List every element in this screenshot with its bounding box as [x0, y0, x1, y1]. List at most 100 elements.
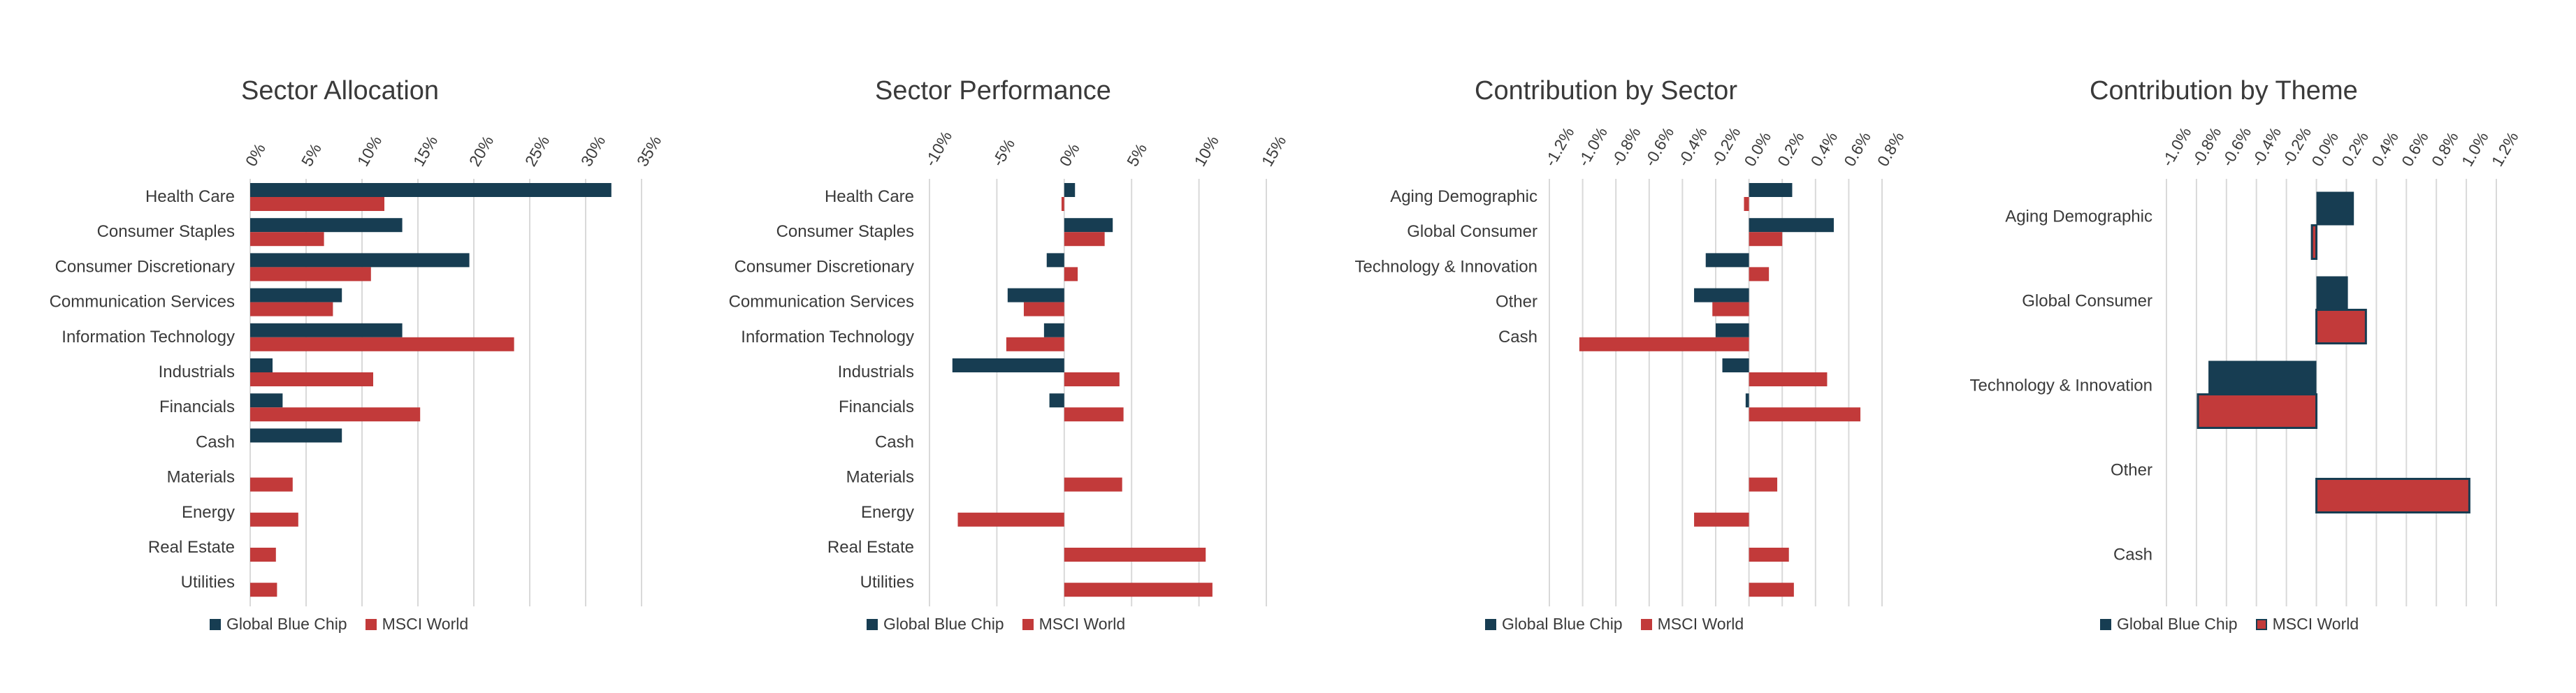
chart-panel-3: Contribution by Theme -1.0%-0.8%-0.6%-0.4… — [1969, 76, 2522, 606]
category-label: Aging Demographic — [2005, 207, 2152, 226]
bar-msci-world — [1749, 548, 1789, 562]
category-label: Consumer Staples — [776, 222, 914, 241]
category-label: Communication Services — [50, 293, 235, 312]
bar-msci-world — [1064, 372, 1120, 386]
bar-global-blue-chip — [1694, 288, 1749, 302]
tick-label: 0% — [242, 140, 269, 170]
tick-label: 25% — [521, 133, 553, 170]
legend-swatch-series1 — [867, 618, 878, 630]
category-label: Materials — [846, 468, 914, 487]
category-label: Other — [2111, 460, 2152, 479]
bar-msci-world — [250, 407, 421, 422]
legend-swatch-series2 — [2255, 618, 2267, 630]
category-label: Information Technology — [61, 328, 235, 346]
category-label: Health Care — [145, 187, 235, 206]
tick-label: 35% — [633, 133, 665, 170]
category-label: Utilities — [860, 573, 914, 592]
bar-msci-world — [250, 197, 384, 211]
category-label: Energy — [182, 503, 235, 522]
bar-msci-world — [1064, 583, 1213, 597]
bar-msci-world — [1749, 267, 1770, 282]
chart-panel-2: Contribution by Sector-1.2%-1.0%-0.8%-0.… — [1354, 76, 1908, 606]
legend-item-series1: Global Blue Chip — [867, 615, 1004, 634]
bar-global-blue-chip — [250, 428, 342, 443]
legend-item-series1: Global Blue Chip — [1485, 615, 1623, 634]
legend-sector-performance: Global Blue Chip MSCI World — [867, 615, 1125, 634]
bar-msci-world — [2310, 224, 2318, 260]
bar-global-blue-chip — [250, 218, 403, 233]
bar-global-blue-chip — [250, 288, 342, 302]
category-label: Technology & Innovation — [1354, 257, 1537, 276]
bar-msci-world — [1749, 372, 1828, 386]
tick-label: 0.6% — [2398, 129, 2432, 169]
bar-msci-world — [1023, 302, 1064, 316]
bar-global-blue-chip — [2316, 276, 2348, 310]
chart-panel-1: Sector Performance -10% -5% 0% 5% 10% 15% Healt… — [729, 76, 1289, 606]
tick-label: -1.0% — [1574, 124, 1611, 169]
bar-global-blue-chip — [1749, 183, 1793, 197]
legend-contribution-by-theme: Global Blue Chip MSCI World — [2100, 615, 2359, 634]
legend-item-series1: Global Blue Chip — [2100, 615, 2238, 634]
legend-label-series2: MSCI World — [1657, 615, 1744, 633]
legend-swatch-series2 — [1640, 618, 1652, 630]
bar-msci-world — [1064, 232, 1105, 247]
bar-msci-world — [2315, 309, 2367, 344]
category-label: Energy — [861, 503, 914, 522]
category-label: Cash — [1498, 328, 1537, 346]
tick-label: 0.4% — [2368, 129, 2402, 169]
tick-label: 20% — [465, 133, 498, 170]
chart-title: Sector Performance — [875, 76, 1111, 105]
bar-msci-world — [1749, 477, 1778, 492]
tick-label: 0.8% — [2428, 129, 2462, 169]
tick-label: -0.8% — [1607, 124, 1644, 169]
category-label: Global Consumer — [2022, 291, 2152, 310]
tick-label: 15% — [410, 133, 442, 170]
bar-global-blue-chip — [1049, 393, 1064, 408]
bar-global-blue-chip — [250, 253, 470, 268]
tick-label: 30% — [577, 133, 609, 170]
bar-global-blue-chip — [1064, 218, 1113, 233]
category-label: Aging Demographic — [1390, 187, 1537, 206]
legend-contribution-by-sector: Global Blue Chip MSCI World — [1485, 615, 1744, 634]
tick-label: -0.6% — [2218, 124, 2255, 169]
bar-global-blue-chip — [952, 358, 1064, 372]
chart-title: Sector Allocation — [241, 76, 439, 105]
legend-item-series2: MSCI World — [1022, 615, 1125, 634]
category-label: Other — [1496, 293, 1537, 312]
bar-msci-world — [1749, 583, 1794, 597]
category-label: Materials — [167, 468, 235, 487]
bar-global-blue-chip — [2316, 191, 2354, 226]
bar-msci-world — [250, 583, 277, 597]
bar-msci-world — [1749, 407, 1861, 422]
bar-global-blue-chip — [1722, 358, 1749, 372]
bar-msci-world — [957, 512, 1064, 527]
bar-global-blue-chip — [1046, 253, 1064, 268]
category-label: Industrials — [838, 363, 914, 381]
bar-msci-world — [250, 232, 324, 247]
category-label: Cash — [196, 432, 235, 451]
legend-label-series1: Global Blue Chip — [883, 615, 1004, 633]
category-label: Cash — [2113, 545, 2152, 564]
bar-msci-world — [250, 337, 514, 351]
bar-msci-world — [250, 372, 373, 386]
tick-label: -5% — [988, 136, 1018, 169]
legend-label-series1: Global Blue Chip — [226, 615, 347, 633]
tick-label: -1.2% — [1541, 124, 1578, 169]
tick-label: 0.6% — [1840, 129, 1874, 169]
category-label: Health Care — [825, 187, 914, 206]
tick-label: 0.2% — [1774, 129, 1808, 169]
bar-msci-world — [1579, 337, 1749, 351]
bar-msci-world — [1712, 302, 1749, 316]
tick-label: 5% — [1123, 140, 1150, 170]
bar-global-blue-chip — [1007, 288, 1064, 302]
chart-title: Contribution by Theme — [2090, 76, 2358, 105]
category-label: Financials — [839, 397, 914, 416]
bar-global-blue-chip — [1745, 393, 1749, 408]
chart-title: Contribution by Sector — [1475, 76, 1737, 105]
tick-label: 0% — [1056, 140, 1083, 170]
bar-msci-world — [250, 512, 298, 527]
bar-msci-world — [1694, 512, 1749, 527]
category-label: Consumer Discretionary — [735, 257, 914, 276]
bar-global-blue-chip — [1716, 323, 1749, 337]
bar-global-blue-chip — [250, 323, 403, 337]
